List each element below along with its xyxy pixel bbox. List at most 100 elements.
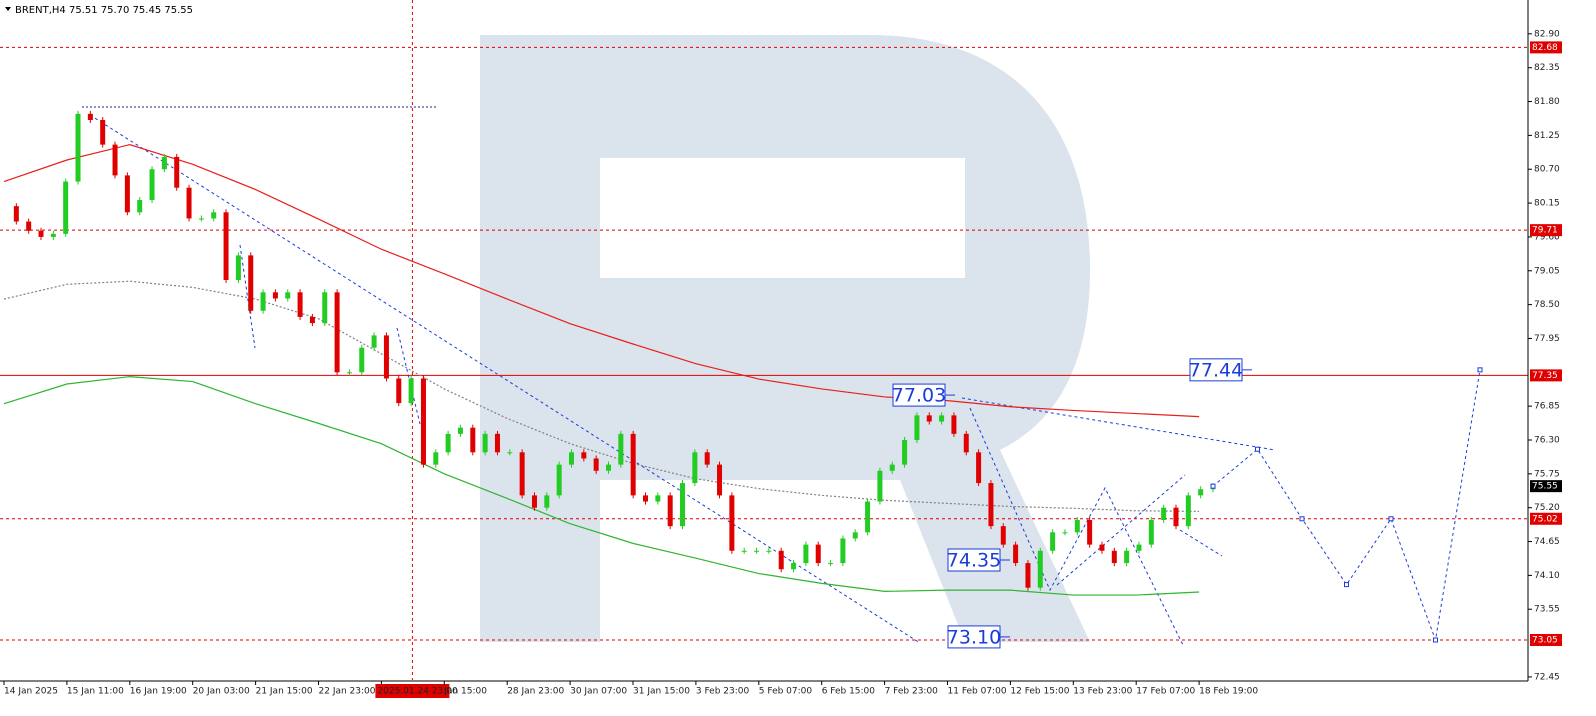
candle-body	[1198, 489, 1204, 496]
candle-body	[334, 292, 340, 373]
y-tick-label: 74.65	[1534, 537, 1560, 547]
candle-body	[692, 452, 698, 484]
candle-body	[1111, 550, 1117, 564]
candle-body	[852, 532, 858, 539]
x-tick-label: 18 Feb 19:00	[1199, 687, 1258, 697]
candle-body	[1099, 544, 1105, 551]
candle-body	[1087, 520, 1093, 545]
x-tick-label: Jan 15:00	[443, 687, 487, 697]
y-tick-label: 80.70	[1534, 165, 1560, 175]
candle-body	[507, 452, 513, 454]
candle-body	[568, 452, 574, 465]
forecast-point	[1210, 483, 1216, 489]
candle-body	[939, 415, 945, 422]
candle-body	[976, 452, 982, 484]
candle-body	[680, 483, 686, 527]
candle-body	[519, 452, 525, 496]
candle-body	[865, 501, 871, 533]
candle-body	[729, 495, 735, 551]
candle-body	[38, 230, 44, 237]
x-tick-label: 16 Jan 19:00	[130, 687, 187, 697]
candle-body	[963, 433, 969, 453]
y-tick-label: 75.20	[1534, 503, 1560, 513]
candle-body	[285, 292, 291, 299]
candle-body	[445, 433, 451, 453]
y-tick-label: 79.05	[1534, 266, 1560, 276]
annotation-label: 77.44	[1189, 359, 1243, 381]
candle-body	[211, 212, 217, 219]
price-tag	[1530, 41, 1562, 54]
y-tick-label: 72.45	[1534, 672, 1560, 682]
candle-body	[593, 458, 599, 471]
price-tag-label: 73.05	[1532, 636, 1558, 646]
candle-body	[420, 378, 426, 465]
candle-body	[223, 212, 229, 280]
candle-body	[556, 464, 562, 496]
moving-average	[3, 376, 1200, 596]
candle-body	[457, 427, 463, 434]
candle-body	[791, 563, 797, 570]
x-tick-label: 30 Jan 07:00	[570, 687, 627, 697]
price-tag-label: 79.71	[1532, 226, 1558, 236]
candle-body	[75, 113, 81, 182]
candle-body	[1050, 532, 1056, 551]
forecast-point	[1433, 637, 1438, 643]
candle-body	[1173, 507, 1179, 527]
y-tick-label: 82.90	[1534, 29, 1560, 39]
candle-body	[186, 187, 192, 219]
candle-body	[951, 415, 957, 434]
candle-body	[63, 181, 69, 234]
candle-body	[988, 483, 994, 527]
x-tick-label: 14 Jan 2025	[4, 687, 58, 697]
annotation-label: 74.35	[947, 550, 1001, 572]
candle-body	[1062, 532, 1068, 534]
x-tick-label: 21 Jan 15:00	[256, 687, 313, 697]
plot	[0, 0, 1528, 680]
y-tick-label: 75.75	[1534, 469, 1560, 479]
price-tag	[1530, 512, 1562, 525]
forecast-point	[1344, 582, 1349, 588]
candle-body	[902, 440, 908, 465]
candle-body	[803, 544, 809, 564]
price-tag	[1530, 369, 1562, 382]
candle-body	[371, 335, 377, 348]
x-tick-label: 17 Feb 07:00	[1136, 687, 1195, 697]
candle-body	[346, 372, 352, 374]
candle-body	[309, 316, 315, 324]
candle-body	[383, 335, 389, 379]
candle-body	[766, 550, 772, 552]
watermark	[480, 35, 1090, 642]
candle-body	[667, 495, 673, 527]
candle-body	[704, 452, 710, 465]
x-tick-label: 11 Feb 07:00	[948, 687, 1007, 697]
y-tick-label: 81.25	[1534, 131, 1560, 141]
candle-body	[717, 464, 723, 496]
menu-arrow[interactable]	[5, 7, 11, 11]
y-tick-label: 74.10	[1534, 571, 1560, 581]
annotation-label: 77.03	[892, 385, 946, 407]
x-tick-label: 2025.01.24 23:00	[377, 687, 458, 697]
x-tick-label: 3 Feb 23:00	[696, 687, 750, 697]
price-tag	[1530, 480, 1562, 493]
candle-body	[124, 175, 130, 213]
price-tag-label: 82.68	[1532, 43, 1558, 53]
candle-body	[630, 433, 636, 496]
y-tick-label: 80.15	[1534, 199, 1560, 209]
candle-body	[112, 144, 118, 176]
candle-body	[50, 233, 56, 237]
forecast-point	[1299, 516, 1305, 522]
price-tag	[1530, 634, 1562, 646]
candle-body	[581, 452, 587, 459]
x-tick-label: 20 Jan 03:00	[193, 687, 250, 697]
candle-body	[643, 495, 649, 502]
candle-body	[248, 255, 254, 311]
y-tick-label: 78.50	[1534, 300, 1560, 310]
candle-body	[1074, 520, 1080, 533]
candle-body	[1148, 520, 1154, 545]
annotation-label: 73.10	[947, 626, 1001, 648]
candle-body	[1037, 550, 1043, 588]
candle-body	[828, 563, 834, 565]
x-tick-label: 31 Jan 15:00	[633, 687, 690, 697]
x-tick-label: 28 Jan 23:00	[507, 687, 564, 697]
candle-body	[815, 544, 821, 564]
